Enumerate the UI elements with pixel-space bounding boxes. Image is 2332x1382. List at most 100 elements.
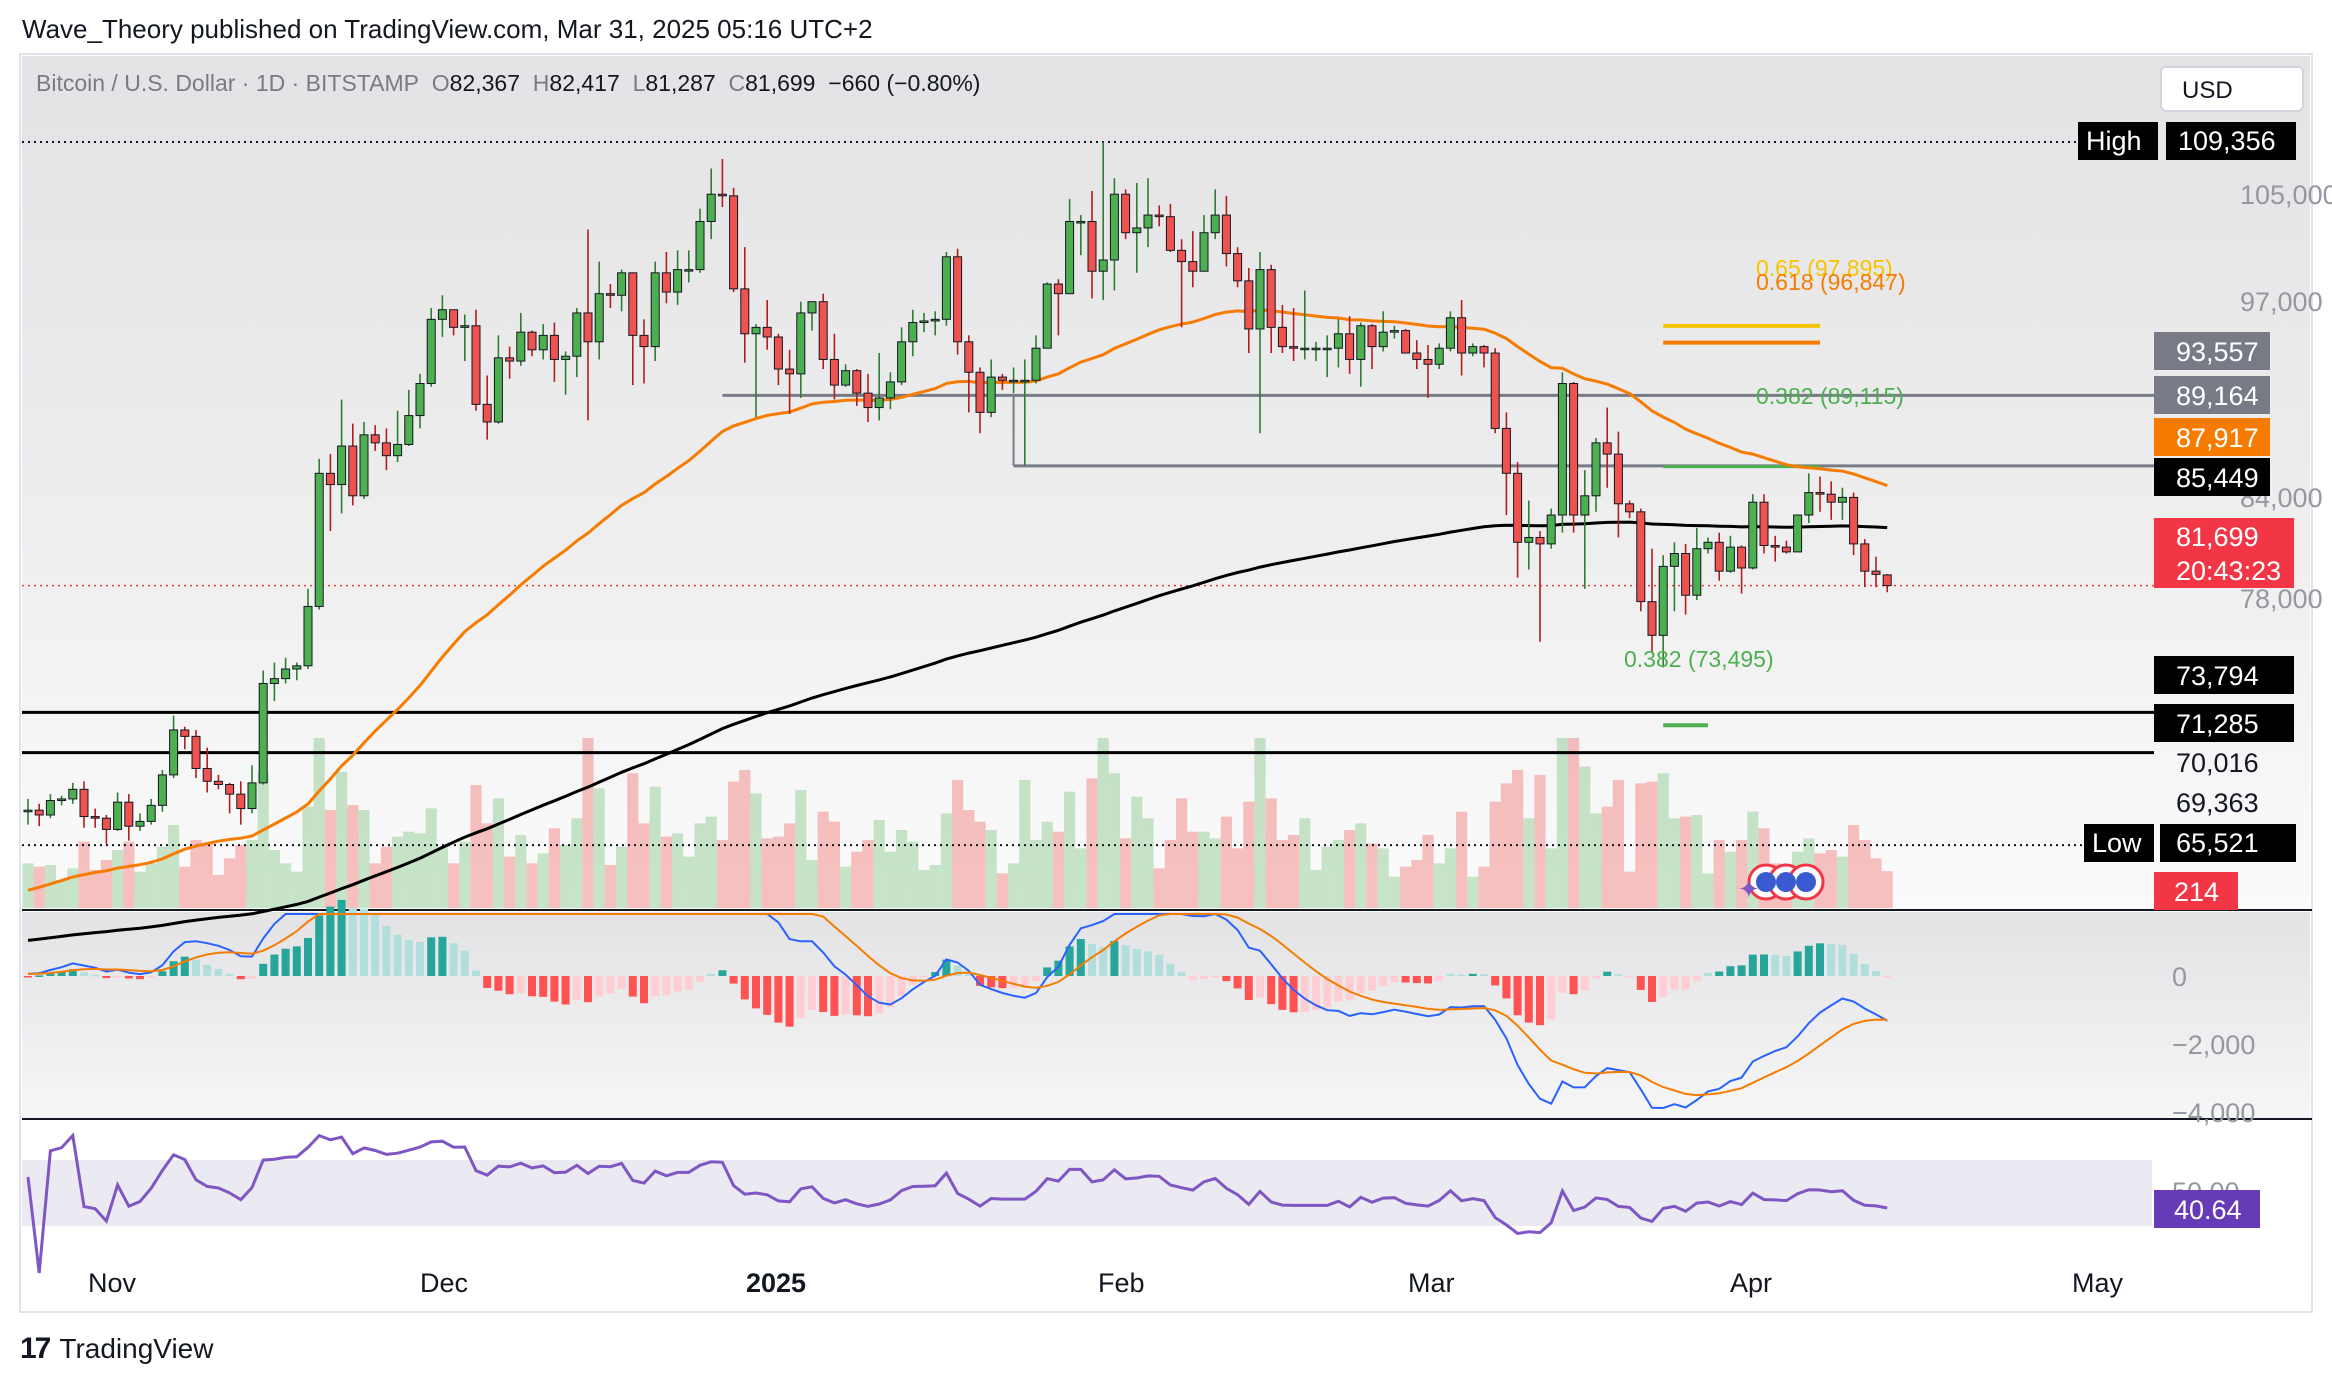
macd-histogram-bar [1704, 973, 1712, 976]
volume-bar [750, 793, 762, 908]
level-r1: 93,557 [2176, 337, 2259, 367]
volume-bar [996, 873, 1008, 908]
macd-histogram-bar [1424, 976, 1432, 984]
volume-bar [369, 863, 381, 908]
macd-histogram-bar [976, 976, 984, 986]
macd-histogram-bar [684, 976, 693, 990]
volume-bar [963, 810, 975, 908]
candle-body [1221, 214, 1231, 255]
level-box-s1 [2154, 656, 2294, 694]
macd-histogram-bar [438, 936, 447, 976]
volume-bar [1612, 780, 1624, 908]
macd-histogram-bar [259, 963, 268, 976]
macd-histogram-bar [1345, 976, 1354, 1001]
candle-body [561, 355, 571, 360]
macd-histogram-bar [35, 975, 44, 977]
macd-histogram-bar [1480, 974, 1488, 976]
volume-bar [1601, 806, 1613, 908]
volume-bar [145, 863, 157, 908]
candle-body [191, 735, 201, 769]
volume-bar [1064, 791, 1076, 908]
macd-histogram-bar [1020, 976, 1029, 988]
footer-brand[interactable]: 17 TradingView [20, 1332, 213, 1366]
time-tick: Feb [1098, 1268, 1145, 1298]
candle-body [1535, 536, 1545, 545]
candle-body [930, 318, 940, 322]
volume-bar [224, 858, 236, 908]
macd-histogram-bar [1356, 976, 1365, 994]
macd-histogram-bar [1782, 956, 1791, 976]
macd-histogram-bar [404, 939, 413, 976]
volume-bar [1444, 848, 1456, 908]
candle-body [594, 293, 604, 343]
tradingview-logo-icon: 17 [20, 1332, 51, 1365]
macd-histogram-bar [1457, 974, 1466, 977]
macd-histogram-bar [1110, 941, 1119, 976]
candle-body [639, 334, 649, 348]
candle-body [1882, 574, 1892, 587]
candle-body [225, 783, 235, 795]
volume-bar [1657, 773, 1669, 908]
candle-body [1109, 193, 1119, 261]
volume-bar [705, 816, 717, 908]
volume-bar [1120, 838, 1132, 908]
candle-body [202, 767, 212, 782]
candle-body [1591, 442, 1601, 497]
economic-events-icon[interactable]: ✦ [1738, 863, 1825, 905]
volume-bar [448, 863, 460, 908]
volume-bar [470, 785, 482, 908]
volume-bar [1500, 783, 1512, 908]
macd-histogram-bar [203, 964, 212, 976]
candle-body [1513, 472, 1523, 543]
candle-body [1748, 501, 1758, 569]
volume-bar [828, 821, 840, 908]
volume-bar [179, 866, 191, 908]
candle-body [460, 325, 470, 328]
volume-bar [1142, 818, 1154, 908]
volume-bar [1299, 818, 1311, 908]
candle-body [1065, 220, 1075, 295]
volume-bar [526, 863, 538, 908]
candle-body [1188, 261, 1198, 272]
volume-bar [515, 835, 527, 908]
volume-bar [1176, 798, 1188, 908]
candle-body [437, 309, 447, 320]
svg-text:✦: ✦ [1738, 875, 1760, 905]
volume-bar [246, 840, 258, 908]
candle-body [1714, 541, 1724, 572]
macd-histogram-bar [315, 915, 324, 976]
volume-bar [1713, 840, 1725, 908]
candle-body [1457, 317, 1467, 354]
volume-bar [302, 806, 314, 908]
volume-bar [672, 833, 684, 908]
macd-histogram-bar [1513, 976, 1522, 1016]
volume-bar [739, 770, 751, 908]
macd-histogram-bar [964, 974, 973, 976]
volume-bar [156, 846, 168, 908]
time-tick: Nov [88, 1268, 137, 1298]
volume-bar [291, 871, 303, 908]
low-label-box [2084, 824, 2154, 862]
volume-bar [358, 810, 370, 908]
time-tick: Dec [420, 1268, 468, 1298]
currency-button[interactable]: USD [2160, 66, 2304, 112]
volume-bar [123, 841, 135, 908]
candle-body [1681, 553, 1691, 596]
low-label-ohlc: L [632, 70, 646, 96]
candle-body [1042, 283, 1052, 349]
low-value-box [2160, 824, 2296, 862]
macd-histogram-bar [136, 976, 144, 980]
candle-body [1165, 216, 1175, 251]
macd-histogram-bar [1558, 976, 1567, 993]
volume-bar [1030, 840, 1042, 908]
volume-bar [414, 833, 426, 908]
macd-histogram-bar [1323, 976, 1332, 1008]
candle-body [1389, 330, 1399, 333]
volume-bar [1736, 840, 1748, 908]
candle-body [527, 331, 537, 351]
macd-histogram-bar [673, 976, 682, 992]
macd-histogram-bar [640, 976, 648, 1004]
macd-histogram-bar [1256, 976, 1264, 998]
volume-bar [403, 831, 415, 908]
